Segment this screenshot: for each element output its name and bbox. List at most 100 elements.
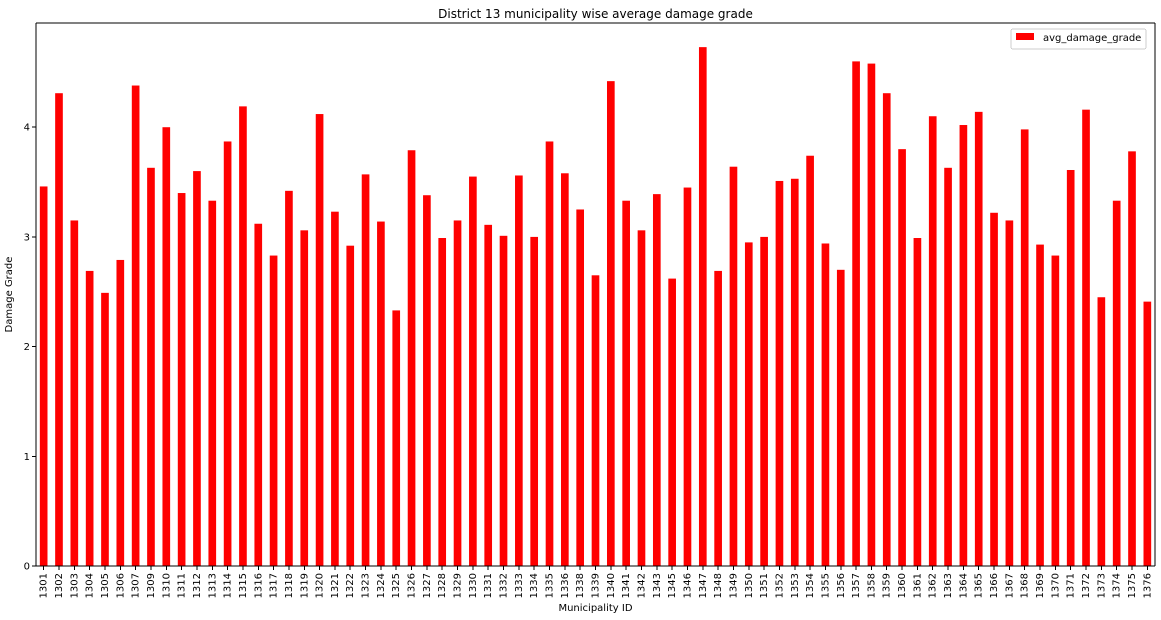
x-tick-label-1356: 1356 (836, 573, 847, 598)
bar-1314 (223, 141, 232, 567)
x-tick-label-1342: 1342 (636, 573, 647, 598)
bar-1359 (882, 93, 891, 567)
x-tick-label-1314: 1314 (223, 573, 234, 598)
bar-1368 (1020, 129, 1029, 566)
bar-1306 (116, 259, 125, 566)
bar-1326 (407, 150, 416, 567)
x-tick-label-1374: 1374 (1112, 573, 1123, 598)
x-tick-label-1367: 1367 (1004, 573, 1015, 598)
x-tick-label-1364: 1364 (958, 573, 969, 598)
bar-1329 (453, 220, 462, 567)
bar-1354 (806, 155, 814, 566)
bar-1313 (208, 200, 217, 566)
x-tick-label-1313: 1313 (207, 573, 218, 598)
bar-1355 (821, 243, 830, 566)
legend-label: avg_damage_grade (1043, 33, 1141, 44)
x-tick-label-1332: 1332 (499, 573, 510, 598)
x-tick-label-1324: 1324 (376, 573, 387, 598)
bar-1316 (254, 223, 263, 566)
x-tick-label-1369: 1369 (1035, 573, 1046, 598)
x-tick-label-1318: 1318 (284, 573, 295, 598)
bar-1366 (990, 212, 998, 566)
bar-1360 (898, 149, 906, 566)
bar-1343 (652, 194, 661, 567)
x-tick-label-1309: 1309 (146, 573, 157, 598)
bar-1317 (269, 255, 278, 567)
x-tick-label-1327: 1327 (422, 573, 433, 598)
bar-1367 (1005, 220, 1014, 567)
x-tick-label-1348: 1348 (713, 573, 724, 598)
x-tick-label-1368: 1368 (1020, 573, 1031, 598)
x-tick-label-1347: 1347 (698, 573, 709, 598)
x-tick-label-1310: 1310 (161, 573, 172, 598)
bar-1340 (606, 81, 615, 566)
x-tick-label-1338: 1338 (575, 573, 586, 598)
x-tick-label-1363: 1363 (943, 573, 954, 598)
bar-1356 (836, 269, 845, 566)
bar-1348 (714, 270, 722, 566)
x-tick-label-1371: 1371 (1066, 573, 1077, 598)
bar-1351 (760, 236, 768, 566)
x-tick-label-1312: 1312 (192, 573, 203, 598)
bar-1362 (928, 116, 937, 566)
x-tick-label-1307: 1307 (131, 573, 142, 598)
bar-1310 (162, 127, 171, 566)
x-tick-label-1370: 1370 (1050, 573, 1061, 598)
x-tick-label-1319: 1319 (299, 573, 310, 598)
bar-1331 (484, 224, 493, 567)
x-tick-label-1326: 1326 (407, 573, 418, 598)
x-tick-label-1353: 1353 (790, 573, 801, 598)
x-tick-label-1334: 1334 (529, 573, 540, 598)
bar-1361 (913, 238, 922, 567)
x-tick-label-1354: 1354 (805, 573, 816, 598)
x-tick-label-1346: 1346 (682, 573, 693, 598)
bar-1346 (683, 187, 692, 566)
bar-1341 (622, 200, 630, 566)
bar-1350 (744, 242, 753, 567)
y-axis-label: Damage Grade (4, 257, 15, 333)
bar-1373 (1097, 297, 1106, 566)
bar-1347 (698, 47, 707, 566)
bar-1338 (576, 209, 585, 566)
x-tick-label-1306: 1306 (115, 573, 126, 598)
y-tick-label-0: 0 (24, 562, 30, 573)
x-tick-label-1303: 1303 (69, 573, 80, 598)
x-tick-label-1340: 1340 (606, 573, 617, 598)
y-tick-label-3: 3 (24, 232, 30, 243)
x-tick-label-1322: 1322 (345, 573, 356, 598)
bar-1330 (469, 176, 477, 567)
x-tick-label-1333: 1333 (514, 573, 525, 598)
x-tick-label-1366: 1366 (989, 573, 1000, 598)
x-tick-label-1316: 1316 (253, 573, 264, 598)
legend-swatch (1016, 33, 1034, 40)
x-tick-label-1372: 1372 (1081, 573, 1092, 598)
bar-1305 (101, 292, 109, 566)
x-tick-label-1351: 1351 (759, 573, 770, 598)
bar-1309 (147, 167, 155, 567)
legend: avg_damage_grade (1010, 28, 1147, 50)
bar-1365 (974, 111, 983, 566)
bar-1352 (775, 180, 784, 567)
bar-1333 (515, 175, 523, 566)
x-tick-label-1352: 1352 (774, 573, 785, 598)
bar-1353 (790, 178, 799, 566)
x-tick-label-1311: 1311 (177, 573, 188, 598)
x-tick-label-1343: 1343 (652, 573, 663, 598)
bar-1357 (852, 61, 860, 566)
bar-1302 (55, 93, 63, 567)
bar-1312 (193, 171, 201, 566)
bar-1315 (239, 106, 247, 567)
bar-1374 (1112, 200, 1121, 566)
x-tick-label-1315: 1315 (238, 573, 249, 598)
x-axis-label: Municipality ID (558, 603, 632, 614)
bar-1369 (1036, 244, 1044, 566)
x-tick-label-1359: 1359 (882, 573, 893, 598)
bar-1345 (668, 278, 676, 566)
x-tick-label-1320: 1320 (315, 573, 326, 598)
bar-1319 (300, 230, 309, 566)
bar-1370 (1051, 255, 1060, 567)
x-tick-label-1361: 1361 (912, 573, 923, 598)
x-tick-label-1349: 1349 (728, 573, 739, 598)
x-tick-label-1375: 1375 (1127, 573, 1138, 598)
